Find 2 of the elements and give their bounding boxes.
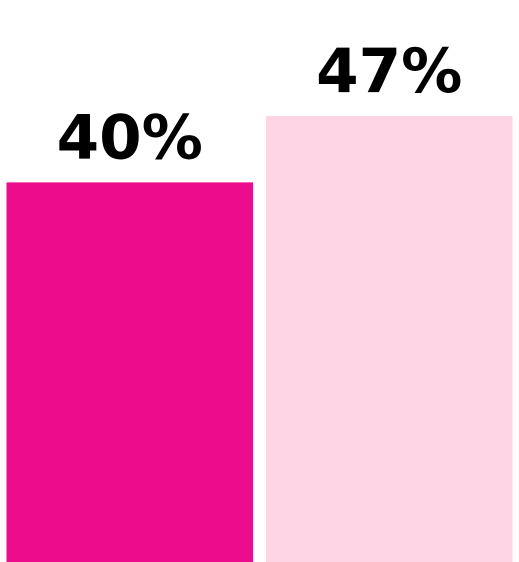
data-label: 40%	[59, 113, 201, 160]
data-label: 47%	[318, 46, 460, 94]
